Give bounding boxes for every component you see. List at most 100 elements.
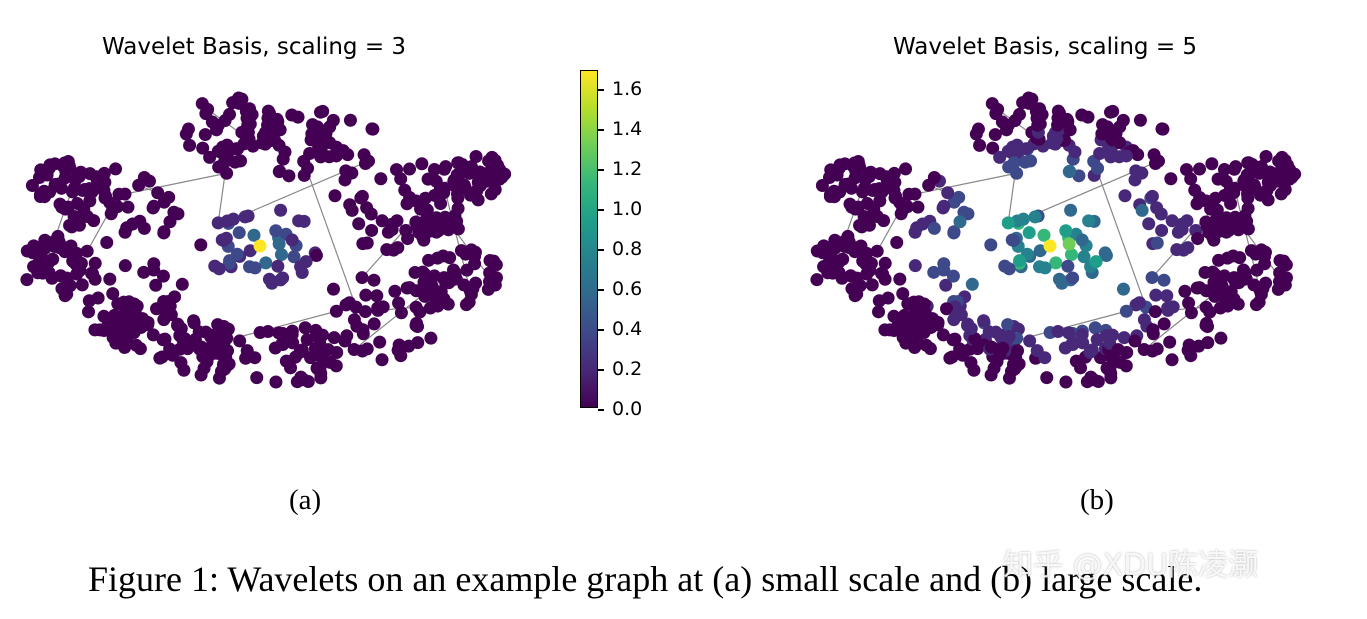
graph-node [199,325,213,339]
graph-node [60,287,74,301]
graph-node [887,324,901,338]
graph-node [1170,243,1184,257]
graph-node [390,163,404,177]
graph-node [1275,150,1289,164]
graph-node [247,228,261,242]
graph-node [338,334,352,348]
graph-node [329,149,343,163]
graph-node [993,150,1007,164]
graph-node [274,248,288,262]
graph-node [97,324,111,338]
graph-node [953,215,967,229]
graph-node [841,229,855,243]
graph-node [896,203,910,217]
graph-node [211,318,225,332]
colorbar-tick [598,249,604,251]
graph-node [946,333,960,347]
graph-node [1182,338,1196,352]
graph-node [1082,214,1096,228]
graph-node [269,375,283,389]
graph-node [852,158,866,172]
graph-node [343,113,357,127]
graph-node [1155,223,1169,237]
graph-node [450,214,464,228]
graph-node [1022,226,1036,240]
graph-node [1091,161,1105,175]
graph-node [194,368,208,382]
graph-node [217,156,231,170]
graph-node [42,255,56,269]
graph-node [893,272,907,286]
graph-node [1208,267,1222,281]
graph-node [1150,201,1164,215]
graph-node [1267,168,1281,182]
graph-node [1066,337,1080,351]
graph-node [62,158,76,172]
graph-node [1210,218,1224,232]
graph-node [1013,254,1027,268]
graph-node [235,92,249,106]
graph-node [481,282,495,296]
graph-node [1010,138,1024,152]
graph-node [338,173,352,187]
graph-node [877,214,891,228]
graph-node [1119,149,1133,163]
graph-node [166,348,180,362]
graph-node [265,276,279,290]
graph-node [87,214,101,228]
graph-node [1033,244,1047,258]
graph-node [276,337,290,351]
graph-node [80,244,94,258]
graph-node [471,193,485,207]
panel-a-title: Wavelet Basis, scaling = 3 [102,34,407,60]
graph-node [1064,248,1078,262]
graph-node [1062,237,1076,251]
graph-node [463,166,477,180]
graph-node [208,259,222,273]
graph-node [269,224,283,238]
graph-node [427,269,441,283]
graph-node [388,284,402,298]
graph-node [355,271,369,285]
graph-node [937,199,951,213]
graph-node [365,223,379,237]
colorbar-tick [598,209,604,211]
graph-node [489,258,503,272]
graph-node [1155,122,1169,136]
graph-node [956,348,970,362]
graph-node [1279,258,1293,272]
graph-node [1059,224,1073,238]
graph-node [937,263,951,277]
graph-node [367,273,381,287]
graph-node [271,259,285,273]
graph-node [226,212,240,226]
graph-node [88,256,102,270]
graph-node [301,161,315,175]
graph-node [1200,316,1214,330]
graph-node [1227,292,1241,306]
graph-node [878,256,892,270]
graph-node [196,141,210,155]
graph-node [164,308,178,322]
graph-node [1229,160,1243,174]
graph-node [373,335,387,349]
graph-node [1061,259,1075,273]
graph-node [33,244,47,258]
graph-node [850,271,864,285]
graph-node [910,221,924,235]
graph-node [129,338,143,352]
graph-node [276,271,290,285]
graph-node [1075,233,1089,247]
graph-node [954,308,968,322]
graph-node [890,235,904,249]
graph-node [1254,243,1268,257]
graph-node [1095,127,1109,141]
graph-node [69,257,83,271]
graph-node [1166,300,1180,314]
graph-node [272,326,286,340]
graph-node [1064,203,1078,217]
graph-node [327,331,341,345]
graph-node [314,105,328,119]
graph-node [1237,174,1251,188]
graph-node [360,342,374,356]
